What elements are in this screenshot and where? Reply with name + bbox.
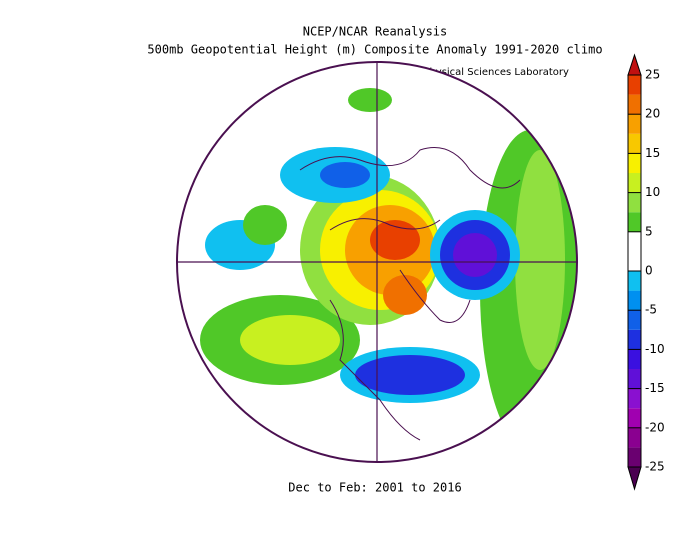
colorbar-band xyxy=(628,427,641,448)
colorbar-band xyxy=(628,114,641,134)
colorbar-label: -5 xyxy=(645,303,657,317)
colorbar-high xyxy=(627,53,642,76)
map xyxy=(177,62,577,462)
colorbar-band xyxy=(628,192,641,213)
subtitle: 500mb Geopotential Height (m) Composite … xyxy=(147,43,602,57)
colorbar-band xyxy=(628,231,641,252)
colorbar-label: -10 xyxy=(645,342,665,356)
colorbar-band xyxy=(628,329,641,350)
colorbar-band xyxy=(628,75,641,95)
colorbar-label: -25 xyxy=(645,460,665,474)
colorbar-band xyxy=(628,212,641,232)
colorbar-low xyxy=(627,466,642,491)
colorbar-label: 20 xyxy=(645,107,660,121)
colorbar: -25 -20 -15 -10 -5 0 5 10 15 20 25 xyxy=(627,53,665,491)
colorbar-label: 10 xyxy=(645,185,660,199)
credit: NOAA Physical Sciences Laboratory xyxy=(391,67,569,78)
colorbar-band xyxy=(628,173,641,193)
colorbar-band xyxy=(628,388,641,409)
colorbar-band xyxy=(628,251,641,271)
colorbar-label: 0 xyxy=(645,264,653,278)
colorbar-band xyxy=(628,349,641,369)
colorbar-band xyxy=(628,408,641,428)
colorbar-band xyxy=(628,94,641,115)
colorbar-band xyxy=(628,133,641,154)
colorbar-band xyxy=(628,290,641,311)
colorbar-label: 15 xyxy=(645,146,660,160)
colorbar-label: -15 xyxy=(645,381,665,395)
colorbar-band xyxy=(628,153,641,173)
title: NCEP/NCAR Reanalysis xyxy=(303,25,448,39)
colorbar-label: -20 xyxy=(645,420,665,434)
colorbar-band xyxy=(628,447,641,467)
colorbar-band xyxy=(628,369,641,389)
colorbar-band xyxy=(628,271,641,291)
colorbar-band xyxy=(628,310,641,330)
colorbar-label: 5 xyxy=(645,224,653,238)
footer: Dec to Feb: 2001 to 2016 xyxy=(288,481,461,495)
map-border xyxy=(176,61,578,463)
colorbar-label: 25 xyxy=(645,68,660,82)
